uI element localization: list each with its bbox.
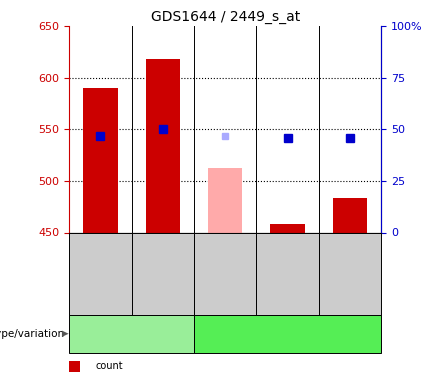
Text: wild type: wild type: [106, 329, 157, 339]
Text: vts1 null: vts1 null: [264, 329, 311, 339]
Bar: [270, 224, 305, 232]
Text: GSM88277: GSM88277: [95, 247, 106, 300]
Text: GSM88280: GSM88280: [282, 248, 293, 300]
Bar: [208, 168, 242, 232]
Text: GSM88278: GSM88278: [158, 247, 168, 300]
Text: genotype/variation: genotype/variation: [0, 329, 65, 339]
Text: GSM88279: GSM88279: [220, 247, 230, 300]
Text: count: count: [95, 361, 123, 370]
Title: GDS1644 / 2449_s_at: GDS1644 / 2449_s_at: [151, 10, 300, 24]
Text: GSM88281: GSM88281: [345, 248, 355, 300]
Bar: [83, 88, 118, 232]
Bar: [145, 59, 180, 232]
Bar: [333, 198, 367, 232]
